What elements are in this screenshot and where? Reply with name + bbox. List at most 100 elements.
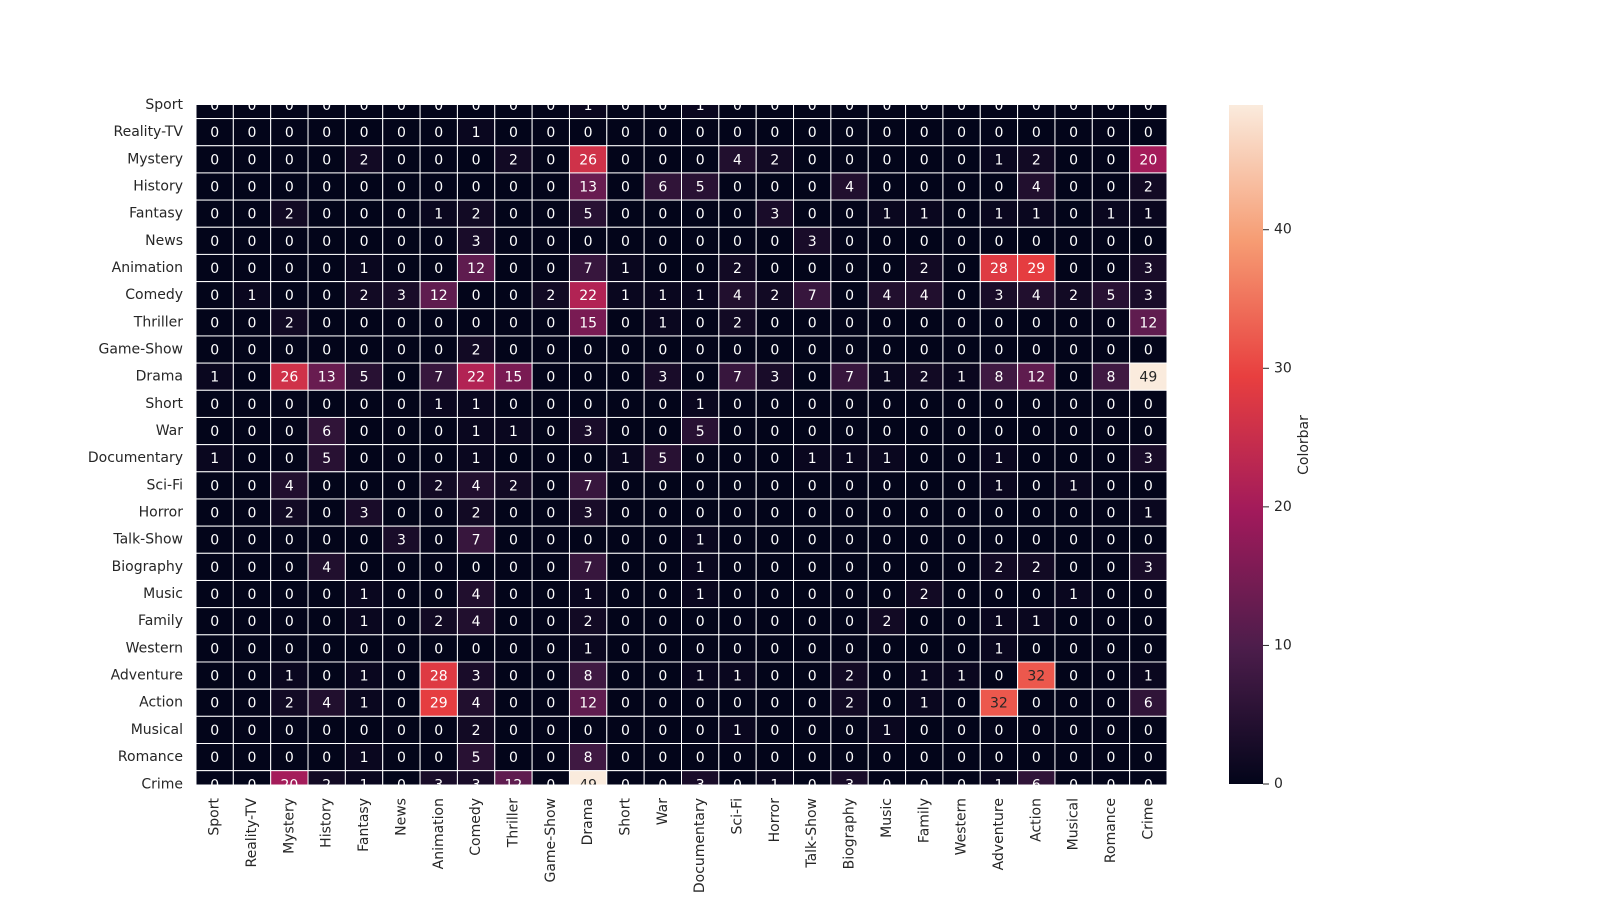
cell-label: 1 <box>472 397 481 413</box>
cell-label: 2 <box>285 315 294 331</box>
colorbar-tick-label: 20 <box>1274 499 1292 515</box>
y-tick-label: News <box>145 233 183 249</box>
cell-label: 0 <box>845 641 854 657</box>
cell-label: 0 <box>1144 587 1153 603</box>
heatmap-cell <box>905 498 944 527</box>
cell-label: 1 <box>1069 587 1078 603</box>
cell-label: 0 <box>210 560 219 576</box>
cell-label: 0 <box>882 506 891 522</box>
cell-label: 0 <box>397 370 406 386</box>
cell-label: 0 <box>1069 397 1078 413</box>
cell-label: 0 <box>621 533 630 549</box>
cell-label: 0 <box>658 777 667 793</box>
cell-label: 0 <box>994 506 1003 522</box>
cell-label: 0 <box>696 451 705 467</box>
cell-label: 0 <box>845 587 854 603</box>
cell-label: 1 <box>658 315 667 331</box>
x-tick-label: Action <box>1028 798 1044 842</box>
cell-label: 0 <box>1069 234 1078 250</box>
cell-label: 0 <box>882 152 891 168</box>
heatmap-cell <box>195 525 234 554</box>
heatmap-cell <box>307 661 346 690</box>
heatmap-cell <box>456 416 496 446</box>
colorbar-tick-label: 30 <box>1274 360 1292 376</box>
cell-label: 0 <box>210 125 219 141</box>
cell-label: 0 <box>770 343 779 359</box>
cell-label: 4 <box>882 288 891 304</box>
cell-label: 1 <box>210 370 219 386</box>
cell-label: 0 <box>509 723 518 739</box>
cell-label: 13 <box>318 370 336 386</box>
cell-label: 2 <box>733 261 742 277</box>
heatmap-cell <box>494 471 533 500</box>
cell-label: 0 <box>1144 750 1153 766</box>
heatmap-cell <box>568 552 608 581</box>
cell-label: 0 <box>770 98 779 114</box>
cell-label: 0 <box>248 560 257 576</box>
cell-label: 4 <box>1032 288 1041 304</box>
cell-label: 1 <box>994 451 1003 467</box>
heatmap-cell <box>232 389 272 418</box>
x-tick-label: Reality-TV <box>244 798 260 868</box>
cell-label: 0 <box>472 98 481 114</box>
x-tick-label: Musical <box>1066 798 1082 850</box>
cell-label: 0 <box>808 397 817 413</box>
cell-label: 0 <box>733 478 742 494</box>
heatmap-cell <box>456 199 496 228</box>
cell-label: 0 <box>509 180 518 196</box>
heatmap-cell <box>867 444 907 473</box>
heatmap-cell <box>382 172 421 201</box>
cell-label: 0 <box>920 98 929 114</box>
y-tick-label: Family <box>138 613 183 629</box>
y-tick-label: Music <box>143 586 183 602</box>
cell-label: 0 <box>920 125 929 141</box>
cell-label: 0 <box>845 288 854 304</box>
cell-label: 0 <box>285 451 294 467</box>
heatmap-cell <box>718 253 757 283</box>
heatmap-cell <box>382 118 421 147</box>
cell-label: 0 <box>994 750 1003 766</box>
cell-label: 0 <box>621 98 630 114</box>
heatmap-cell <box>793 281 832 310</box>
cell-label: 0 <box>285 614 294 630</box>
heatmap-cell <box>830 308 869 337</box>
cell-label: 0 <box>658 397 667 413</box>
cell-label: 0 <box>322 478 331 494</box>
cell-label: 15 <box>505 370 523 386</box>
heatmap-cell <box>643 607 683 636</box>
heatmap-cell <box>718 688 757 717</box>
cell-label: 0 <box>845 152 854 168</box>
heatmap-cell <box>382 525 421 554</box>
cell-label: 0 <box>509 343 518 359</box>
heatmap-cell <box>307 281 346 310</box>
heatmap-cell <box>195 607 234 636</box>
heatmap-cell <box>232 742 272 772</box>
x-tick-label: Crime <box>1140 798 1156 840</box>
cell-label: 0 <box>509 98 518 114</box>
cell-label: 0 <box>1032 587 1041 603</box>
cell-label: 0 <box>808 560 817 576</box>
heatmap-cell <box>942 661 981 690</box>
cell-label: 0 <box>957 315 966 331</box>
cell-label: 0 <box>994 234 1003 250</box>
cell-label: 1 <box>584 587 593 603</box>
cell-label: 0 <box>210 397 219 413</box>
heatmap-cell <box>494 579 533 609</box>
heatmap-cell <box>344 199 384 228</box>
cell-label: 12 <box>430 288 448 304</box>
cell-label: 0 <box>994 723 1003 739</box>
heatmap-cell <box>195 199 234 228</box>
cell-label: 28 <box>430 669 448 685</box>
cell-label: 0 <box>1069 641 1078 657</box>
cell-label: 0 <box>248 397 257 413</box>
heatmap-cell <box>270 226 309 255</box>
heatmap-cell <box>419 607 458 636</box>
cell-label: 1 <box>360 750 369 766</box>
heatmap-cell <box>1017 172 1056 201</box>
cell-label: 0 <box>770 533 779 549</box>
heatmap-cell <box>755 199 795 228</box>
cell-label: 0 <box>546 180 555 196</box>
heatmap-cell <box>942 634 981 663</box>
y-tick-label: Game-Show <box>98 342 183 358</box>
cell-label: 29 <box>1027 261 1045 277</box>
